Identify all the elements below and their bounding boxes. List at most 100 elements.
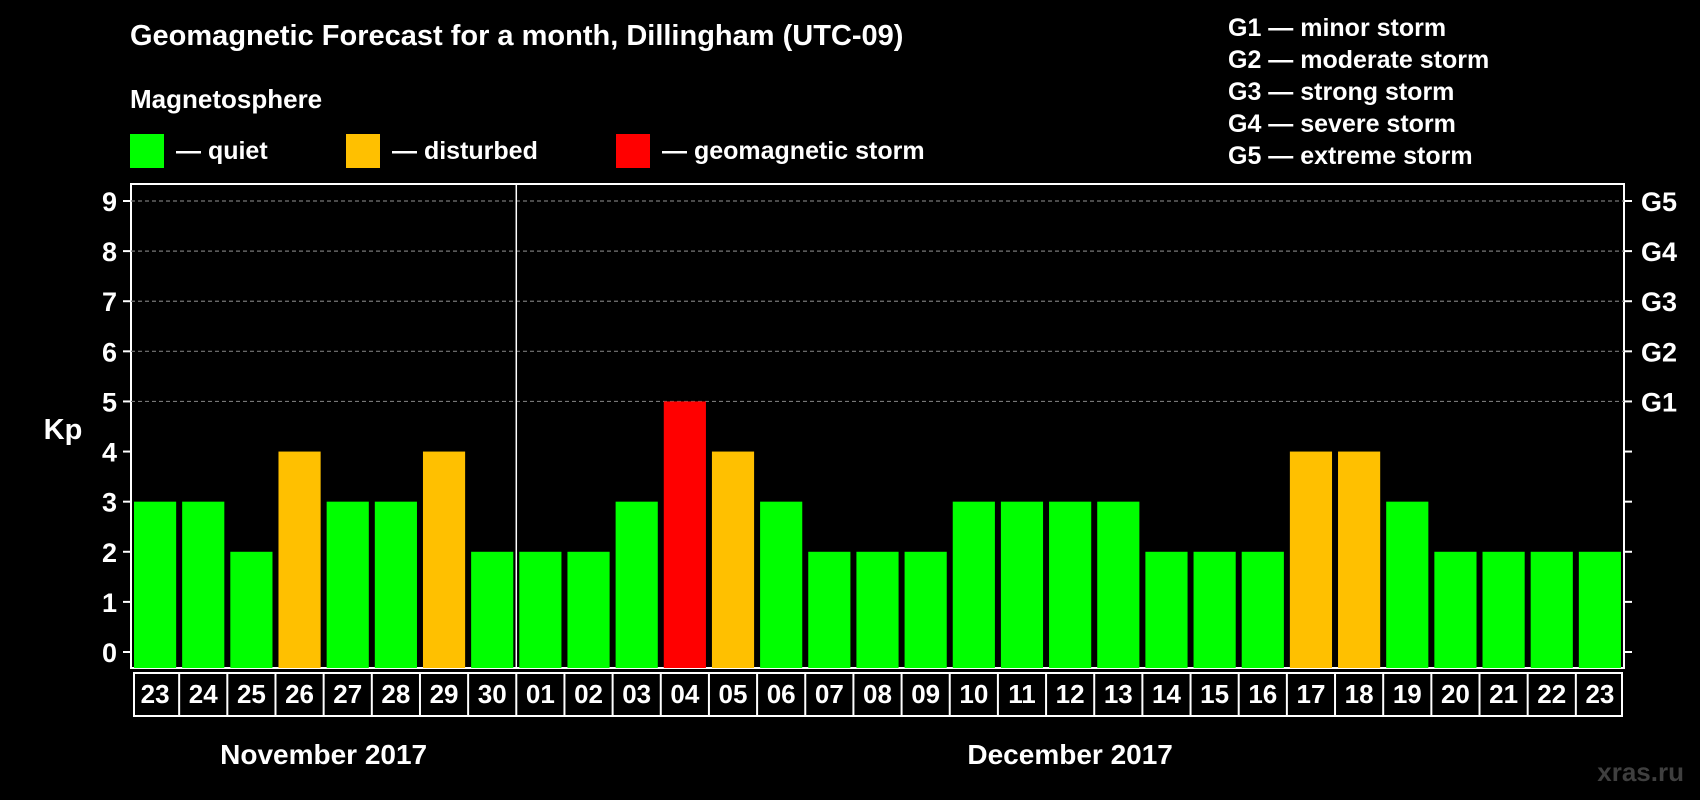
bar-19 (1049, 501, 1092, 668)
x-tick-label-29: 22 (1537, 679, 1566, 709)
legend-swatch-disturbed (346, 134, 380, 168)
x-tick-label-22: 15 (1200, 679, 1229, 709)
bar-24 (1289, 451, 1333, 668)
bar-14 (808, 551, 851, 668)
bar-8 (519, 551, 562, 668)
legend-swatch-quiet (130, 134, 164, 168)
x-tick-label-0: 23 (141, 679, 170, 709)
x-tick-label-8: 01 (526, 679, 555, 709)
x-tick-label-10: 03 (622, 679, 651, 709)
y-tick-label-9: 9 (102, 187, 117, 217)
bar-13 (760, 501, 803, 668)
x-tick-label-30: 23 (1585, 679, 1614, 709)
right-axis-label-g1: G1 (1641, 387, 1677, 417)
bar-7 (471, 551, 514, 668)
bar-11 (663, 401, 706, 668)
x-tick-label-27: 20 (1441, 679, 1470, 709)
bar-25 (1338, 451, 1381, 668)
x-tick-label-20: 13 (1104, 679, 1133, 709)
legend-label-storm: — geomagnetic storm (662, 136, 925, 165)
bar-2 (230, 551, 273, 668)
bar-9 (567, 551, 610, 668)
x-tick-label-2: 25 (237, 679, 266, 709)
bar-22 (1193, 551, 1236, 668)
storm-scale-g4: G4 — severe storm (1228, 110, 1456, 138)
bar-20 (1097, 501, 1140, 668)
x-tick-label-14: 07 (815, 679, 844, 709)
x-tick-label-17: 10 (959, 679, 988, 709)
x-tick-label-25: 18 (1345, 679, 1374, 709)
x-tick-label-6: 29 (430, 679, 459, 709)
bar-10 (615, 501, 658, 668)
legend-swatch-storm (616, 134, 650, 168)
legend-item-disturbed: — disturbed (346, 134, 538, 168)
chart-title: Geomagnetic Forecast for a month, Dillin… (130, 20, 904, 52)
x-tick-label-12: 05 (719, 679, 748, 709)
legend-item-storm: — geomagnetic storm (616, 134, 925, 168)
x-tick-label-18: 11 (1008, 679, 1036, 709)
legend-label-quiet: — quiet (176, 136, 268, 165)
y-tick-label-5: 5 (102, 387, 117, 417)
y-tick-label-3: 3 (102, 488, 117, 518)
x-tick-label-7: 30 (478, 679, 507, 709)
bar-4 (326, 501, 369, 668)
y-tick-label-0: 0 (102, 638, 117, 668)
bar-12 (711, 451, 755, 668)
bar-1 (182, 501, 225, 668)
x-tick-label-4: 27 (333, 679, 362, 709)
right-axis-label-g5: G5 (1641, 187, 1677, 217)
x-tick-label-5: 28 (381, 679, 410, 709)
storm-scale-list: G1 — minor storm G2 — moderate storm G3 … (1228, 12, 1489, 172)
bar-17 (952, 501, 995, 668)
bar-21 (1145, 551, 1188, 668)
right-axis-label-g2: G2 (1641, 337, 1677, 367)
x-tick-label-13: 06 (767, 679, 796, 709)
bar-28 (1482, 551, 1525, 668)
bar-29 (1530, 551, 1573, 668)
month-label-0: November 2017 (220, 739, 427, 770)
legend-label-disturbed: — disturbed (392, 136, 538, 165)
y-tick-label-7: 7 (102, 287, 117, 317)
bar-26 (1386, 501, 1429, 668)
bar-30 (1578, 551, 1621, 668)
x-tick-label-9: 02 (574, 679, 603, 709)
x-tick-label-3: 26 (285, 679, 314, 709)
x-tick-label-11: 04 (670, 679, 699, 709)
bar-0 (134, 501, 177, 668)
y-tick-label-1: 1 (102, 588, 117, 618)
watermark: xras.ru (1597, 757, 1684, 787)
section-label: Magnetosphere (130, 84, 323, 114)
y-axis-label: Kp (44, 414, 83, 446)
storm-scale-g5: G5 — extreme storm (1228, 142, 1473, 170)
bar-18 (1000, 501, 1044, 668)
right-axis-label-g4: G4 (1641, 237, 1677, 267)
x-tick-label-15: 08 (863, 679, 892, 709)
storm-scale-g2: G2 — moderate storm (1228, 46, 1490, 74)
bar-23 (1241, 551, 1284, 668)
right-axis-label-g3: G3 (1641, 287, 1677, 317)
x-tick-label-16: 09 (911, 679, 940, 709)
bar-3 (278, 451, 321, 668)
x-tick-label-23: 16 (1248, 679, 1277, 709)
x-tick-label-21: 14 (1152, 679, 1181, 709)
bar-15 (856, 551, 899, 668)
x-tick-label-24: 17 (1296, 679, 1325, 709)
x-tick-label-1: 24 (189, 679, 218, 709)
category-strip (133, 672, 1623, 717)
legend-item-quiet: — quiet (130, 134, 268, 168)
x-tick-label-26: 19 (1393, 679, 1422, 709)
storm-scale-g3: G3 — strong storm (1228, 78, 1455, 106)
bar-27 (1434, 551, 1477, 668)
y-tick-label-8: 8 (102, 237, 117, 267)
bar-16 (904, 551, 947, 668)
y-tick-label-6: 6 (102, 337, 117, 367)
storm-scale-g1: G1 — minor storm (1228, 14, 1447, 42)
bar-5 (374, 501, 417, 668)
y-tick-label-2: 2 (102, 538, 117, 568)
x-tick-label-19: 12 (1056, 679, 1085, 709)
x-tick-label-28: 21 (1489, 679, 1518, 709)
bar-6 (422, 451, 466, 668)
y-tick-label-4: 4 (102, 438, 117, 468)
month-label-1: December 2017 (967, 739, 1172, 770)
